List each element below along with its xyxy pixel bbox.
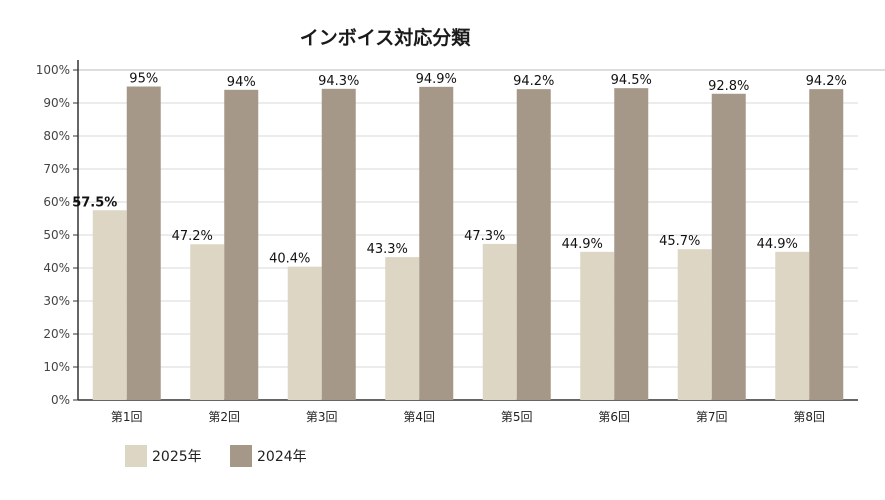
- data-label: 47.3%: [464, 229, 505, 244]
- x-tick-label: 第8回: [793, 410, 825, 424]
- bar-2024: [516, 89, 551, 400]
- bar-2024: [419, 86, 454, 400]
- bar-2025: [580, 251, 615, 400]
- data-label: 40.4%: [269, 252, 310, 267]
- data-label: 57.5%: [72, 195, 117, 210]
- x-tick-label: 第5回: [501, 410, 533, 424]
- bars: [92, 86, 844, 401]
- bar-2024: [614, 88, 649, 401]
- data-label: 94%: [227, 75, 256, 90]
- legend-label: 2024年: [257, 449, 307, 465]
- data-label: 43.3%: [367, 242, 408, 257]
- legend: 2025年 2024年: [125, 445, 307, 467]
- data-label: 44.9%: [757, 237, 798, 252]
- x-tick-label: 第4回: [403, 410, 435, 424]
- y-axis: 0% 10% 20% 30% 40% 50% 60% 70% 80% 90% 100%: [36, 60, 79, 407]
- legend-label: 2025年: [152, 449, 202, 465]
- y-tick-label: 30%: [43, 294, 70, 308]
- x-tick-label: 第3回: [306, 410, 338, 424]
- data-label: 47.2%: [172, 229, 213, 244]
- y-tick-label: 70%: [43, 162, 70, 176]
- bar-2025: [385, 257, 420, 400]
- bar-2025: [482, 243, 517, 400]
- bar-2025: [92, 210, 127, 400]
- data-label: 94.3%: [318, 74, 359, 89]
- data-label: 95%: [129, 72, 158, 87]
- bar-2025: [287, 266, 322, 400]
- y-tick-label: 100%: [36, 63, 70, 77]
- x-tick-label: 第6回: [598, 410, 630, 424]
- bar-2024: [126, 86, 161, 400]
- data-label: 92.8%: [708, 79, 749, 94]
- y-tick-label: 10%: [43, 360, 70, 374]
- data-label: 94.5%: [611, 73, 652, 88]
- x-tick-label: 第7回: [696, 410, 728, 424]
- data-label: 45.7%: [659, 234, 700, 249]
- x-tick-label: 第2回: [208, 410, 240, 424]
- y-tick-label: 80%: [43, 129, 70, 143]
- bar-2025: [677, 249, 712, 400]
- legend-swatch: [125, 445, 147, 467]
- y-tick-label: 20%: [43, 327, 70, 341]
- data-label: 44.9%: [562, 237, 603, 252]
- bar-2024: [711, 93, 746, 400]
- data-label: 94.9%: [416, 72, 457, 87]
- bar-2024: [321, 88, 356, 400]
- y-tick-label: 50%: [43, 228, 70, 242]
- data-label: 94.2%: [806, 74, 847, 89]
- bar-2024: [224, 89, 259, 401]
- chart-title: インボイス対応分類: [300, 26, 471, 49]
- y-tick-label: 90%: [43, 96, 70, 110]
- y-tick-label: 0%: [51, 393, 70, 407]
- bar-2025: [775, 251, 810, 400]
- legend-swatch: [230, 445, 252, 467]
- data-labels: 57.5% 95% 47.2% 94% 40.4% 94.3% 43.3% 94.9% 47.3…: [72, 72, 847, 267]
- y-tick-label: 60%: [43, 195, 70, 209]
- bar-2024: [809, 89, 844, 400]
- x-axis: 第1回 第2回 第3回 第4回 第5回 第6回 第7回 第8回: [111, 410, 825, 424]
- y-tick-label: 40%: [43, 261, 70, 275]
- bar-2025: [190, 244, 225, 400]
- data-label: 94.2%: [513, 74, 554, 89]
- x-tick-label: 第1回: [111, 410, 143, 424]
